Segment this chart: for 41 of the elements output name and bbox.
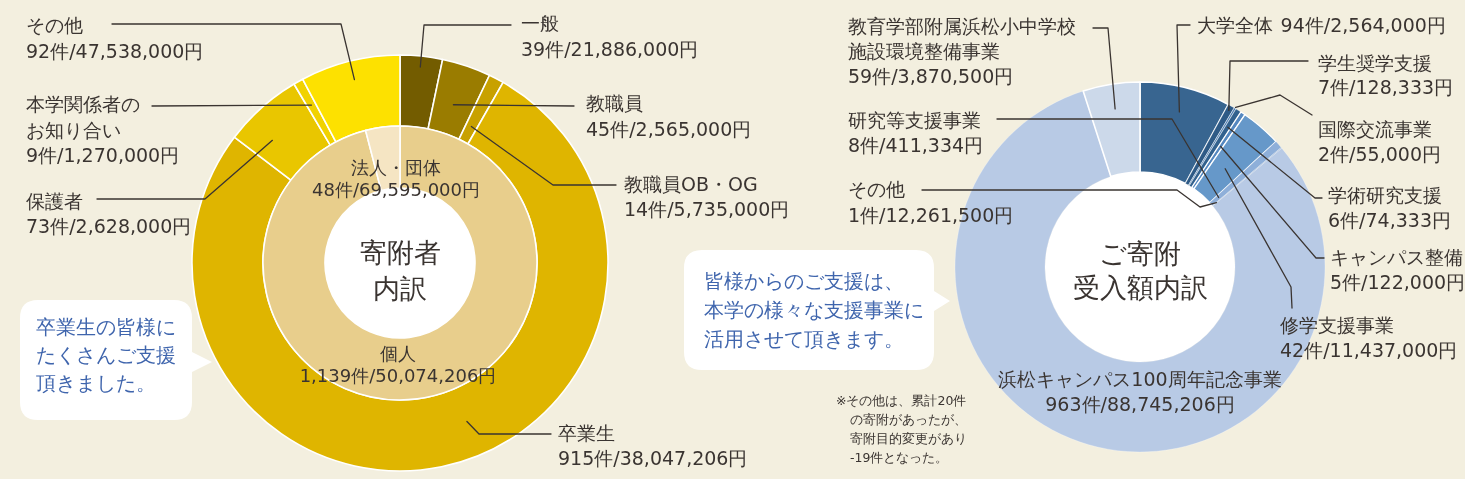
data-label: 94件/2,564,000円 (1280, 14, 1446, 36)
slice-label: 個人 (380, 343, 416, 364)
data-label: 5件/122,000円 (1330, 271, 1465, 293)
data-label: 73件/2,628,000円 (26, 215, 192, 237)
data-label: 45件/2,565,000円 (586, 118, 752, 140)
data-label: 6件/74,333円 (1328, 209, 1451, 231)
slice-label: 卒業生 (558, 422, 615, 444)
data-label: 1件/12,261,500円 (848, 204, 1014, 226)
data-label: 59件/3,870,500円 (848, 65, 1014, 87)
slice-label: 本学関係者のお知り合い (26, 93, 140, 141)
text: 卒業生の皆様にたくさんご支援頂きました。 (36, 315, 176, 395)
data-label: 9件/1,270,000円 (26, 144, 180, 166)
data-label: 915件/38,047,206円 (558, 447, 748, 469)
slice-label: キャンパス整備 (1330, 246, 1463, 268)
data-label: 14件/5,735,000円 (624, 198, 790, 220)
data-label: 7件/128,333円 (1318, 76, 1454, 98)
data-label: 2件/55,000円 (1318, 143, 1441, 165)
slice-label: その他 (848, 178, 905, 200)
slice-label: 教職員 (586, 92, 643, 114)
data-label: 8件/411,334円 (848, 134, 984, 156)
slice-label: 国際交流事業 (1318, 118, 1432, 140)
slice-label: 法人・団体 (351, 157, 441, 178)
data-label: 39件/21,886,000円 (521, 38, 699, 60)
text: ご寄附受入額内訳 (1072, 238, 1208, 303)
data-label: 42件/11,437,000円 (1280, 339, 1458, 361)
slice-label: 修学支援事業 (1280, 314, 1394, 336)
slice-label: 教育学部附属浜松小中学校施設環境整備事業 (848, 15, 1076, 62)
slice-label: 学術研究支援 (1328, 184, 1442, 206)
slice-label: 一般 (521, 12, 559, 34)
slice-label: 大学全体 (1197, 14, 1273, 36)
slice-label: 保護者 (26, 190, 83, 212)
slice-label: 浜松キャンパス100周年記念事業 (998, 368, 1282, 390)
text: 皆様からのご支援は、本学の様々な支援事業に活用させて頂きます。 (704, 269, 924, 351)
data-label: 963件/88,745,206円 (1045, 393, 1235, 415)
slice-label: 学生奨学支援 (1318, 52, 1432, 74)
text: 寄附者内訳 (359, 237, 441, 304)
slice-label: 研究等支援事業 (848, 109, 981, 131)
slice-label: 教職員OB・OG (624, 173, 758, 195)
text: ※その他は、累計20件の寄附があったが、寄附目的変更があり-19件となった。 (836, 393, 967, 465)
data-label: 92件/47,538,000円 (26, 40, 204, 62)
slice-label: その他 (26, 14, 83, 36)
